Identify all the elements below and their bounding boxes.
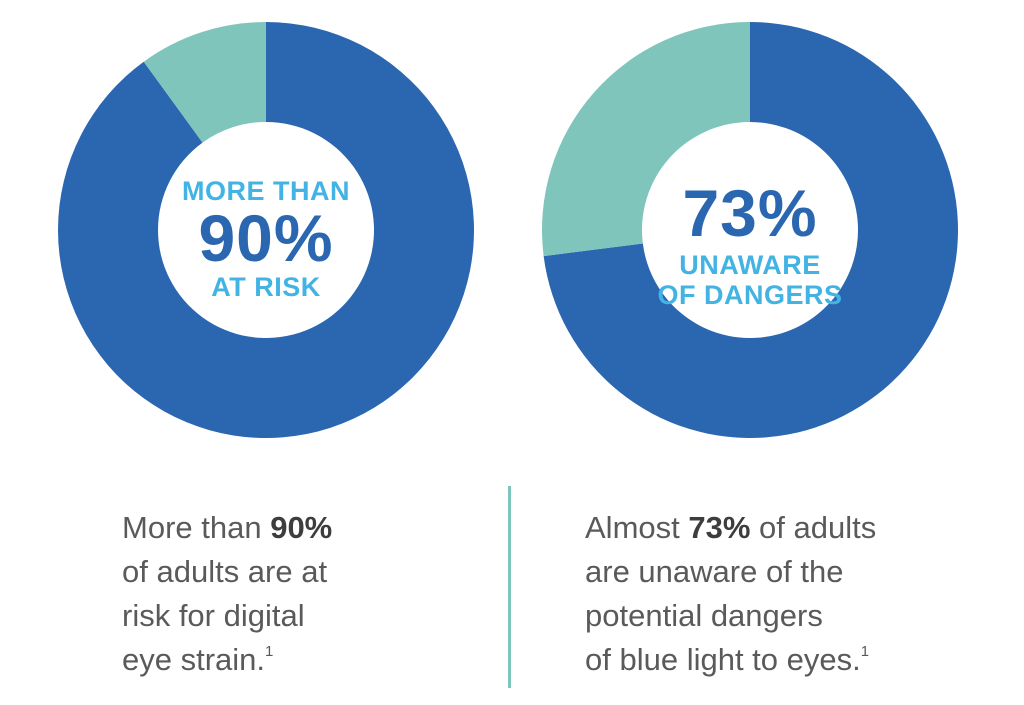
caption-line-4: of blue light to eyes.1 (585, 638, 1005, 682)
donut-chart-unaware: 73% UNAWARE OF DANGERS (542, 22, 958, 438)
caption-line-4: eye strain.1 (122, 638, 452, 682)
donut-slice-other (143, 22, 266, 143)
caption-bold-value: 90% (270, 510, 333, 545)
caption-bold-value: 73% (688, 510, 751, 545)
center-label-bottom: OF DANGERS (657, 280, 843, 310)
donut-slice-other (542, 22, 750, 257)
caption-line4-text: of blue light to eyes. (585, 642, 861, 677)
center-label-bottom: AT RISK (211, 272, 321, 302)
footnote-marker: 1 (265, 643, 274, 660)
caption-prefix: More than (122, 510, 271, 545)
center-label-top: MORE THAN (182, 176, 350, 206)
caption-line-2: are unaware of the (585, 554, 844, 589)
donut-slice-at-risk (58, 22, 474, 438)
caption-line1-rest: of adults (750, 510, 877, 545)
footnote-marker: 1 (860, 643, 870, 660)
caption-line-3: risk for digital (122, 598, 305, 633)
center-percent: 90% (198, 201, 334, 275)
caption-line-3: potential dangers (585, 598, 823, 633)
donut-chart-at-risk: MORE THAN 90% AT RISK (58, 22, 474, 438)
caption-unaware: Almost 73% of adults are unaware of the … (585, 506, 1005, 682)
vertical-divider (508, 486, 511, 688)
caption-line4-text: eye strain. (122, 642, 266, 677)
caption-line-1: Almost 73% of adults (585, 506, 1005, 550)
donut-svg-left (58, 22, 474, 438)
center-label-mid: UNAWARE (679, 250, 821, 280)
caption-prefix: Almost (585, 510, 689, 545)
center-percent: 73% (682, 176, 818, 250)
caption-at-risk: More than 90% of adults are at risk for … (122, 506, 452, 682)
donut-svg-right (542, 22, 958, 438)
donut-slice-unaware (543, 22, 958, 438)
caption-line-2: of adults are at (122, 554, 328, 589)
caption-line-1: More than 90% (122, 506, 452, 550)
